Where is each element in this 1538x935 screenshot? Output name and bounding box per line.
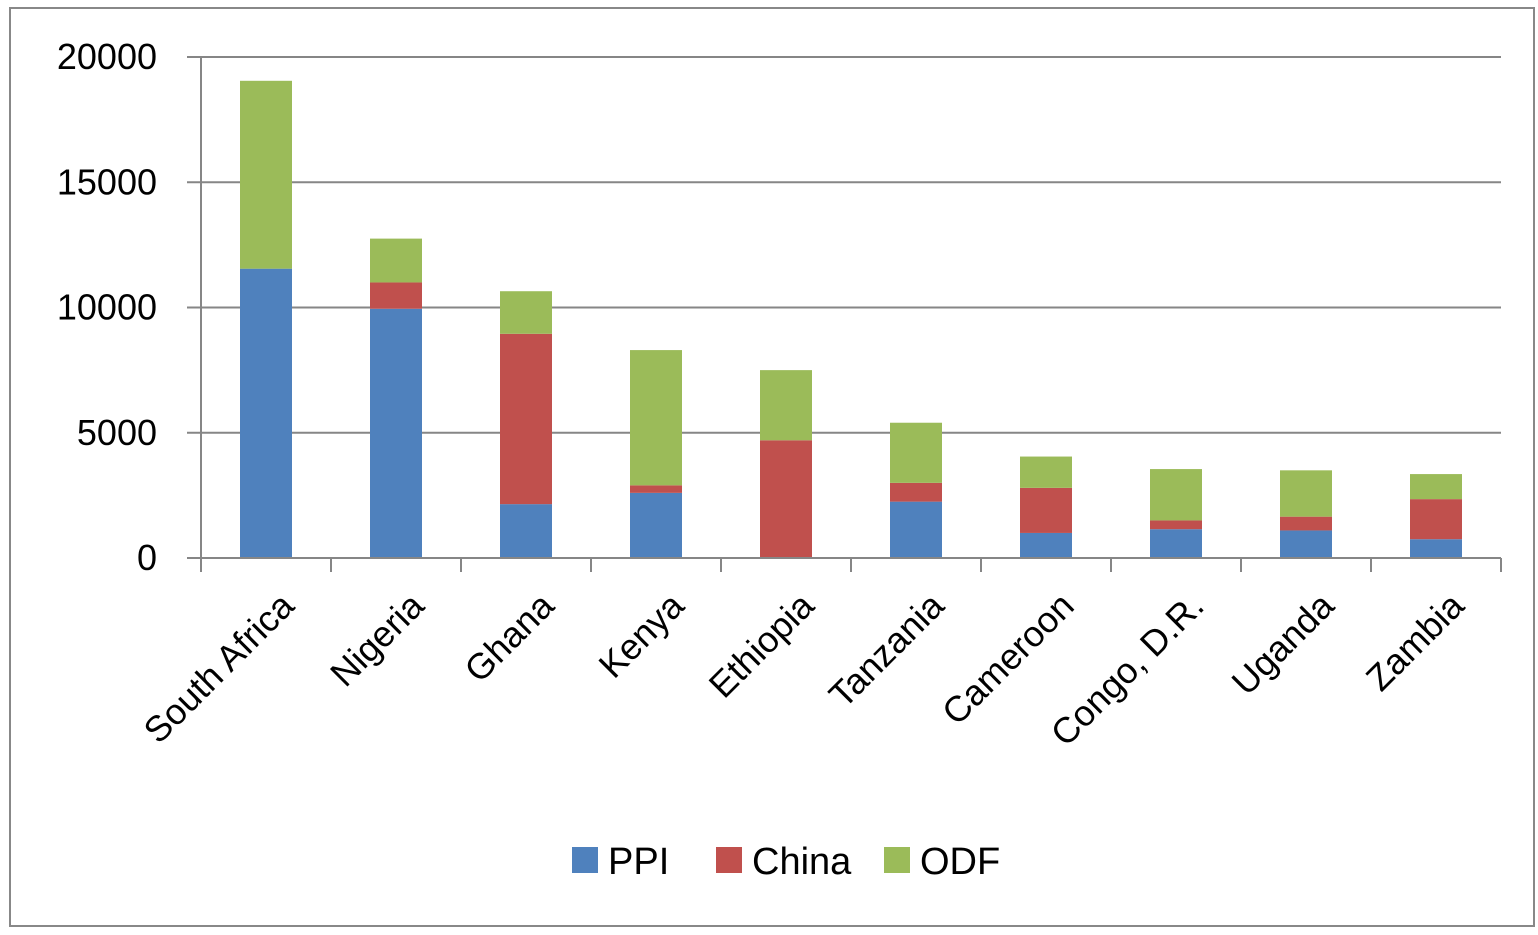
legend-swatch <box>716 847 742 873</box>
bar-segment <box>1020 487 1072 533</box>
legend-swatch <box>884 847 910 873</box>
bar-segment <box>240 80 292 269</box>
bar-segment <box>890 482 942 502</box>
legend: PPI China ODF <box>572 841 1000 883</box>
y-tick-label: 5000 <box>77 412 157 453</box>
bar-segment <box>630 492 682 558</box>
bar-segment <box>1150 520 1202 530</box>
bar-segment <box>370 308 422 558</box>
bar-segment <box>1020 456 1072 488</box>
bars <box>240 80 1462 558</box>
y-tick-label: 10000 <box>57 287 157 328</box>
axes <box>187 56 1502 572</box>
bar-segment <box>370 282 422 309</box>
bar-segment <box>370 238 422 283</box>
bar-segment <box>1150 529 1202 558</box>
bar-segment <box>1410 539 1462 558</box>
y-tick-label: 0 <box>137 537 157 578</box>
bar-segment <box>1020 532 1072 558</box>
bar-segment <box>760 370 812 441</box>
y-tick-label: 20000 <box>57 36 157 77</box>
bar-segment <box>1410 474 1462 500</box>
bar-segment <box>890 422 942 483</box>
bar-segment <box>1410 499 1462 540</box>
bar-segment <box>240 268 292 558</box>
legend-label: ODF <box>920 841 1000 883</box>
legend-swatch <box>572 847 598 873</box>
bar-segment <box>630 350 682 486</box>
legend-label: PPI <box>608 841 669 883</box>
bar-segment <box>760 440 812 558</box>
bar-segment <box>630 485 682 493</box>
bar-segment <box>1280 470 1332 517</box>
bar-segment <box>500 333 552 505</box>
bar-segment <box>1150 469 1202 521</box>
chart-border <box>9 7 1535 927</box>
bar-segment <box>1280 530 1332 558</box>
bar-segment <box>890 501 942 558</box>
bar-segment <box>500 291 552 334</box>
bar-segment <box>1280 516 1332 531</box>
y-tick-label: 15000 <box>57 161 157 202</box>
legend-label: China <box>752 841 852 883</box>
bar-segment <box>500 504 552 558</box>
